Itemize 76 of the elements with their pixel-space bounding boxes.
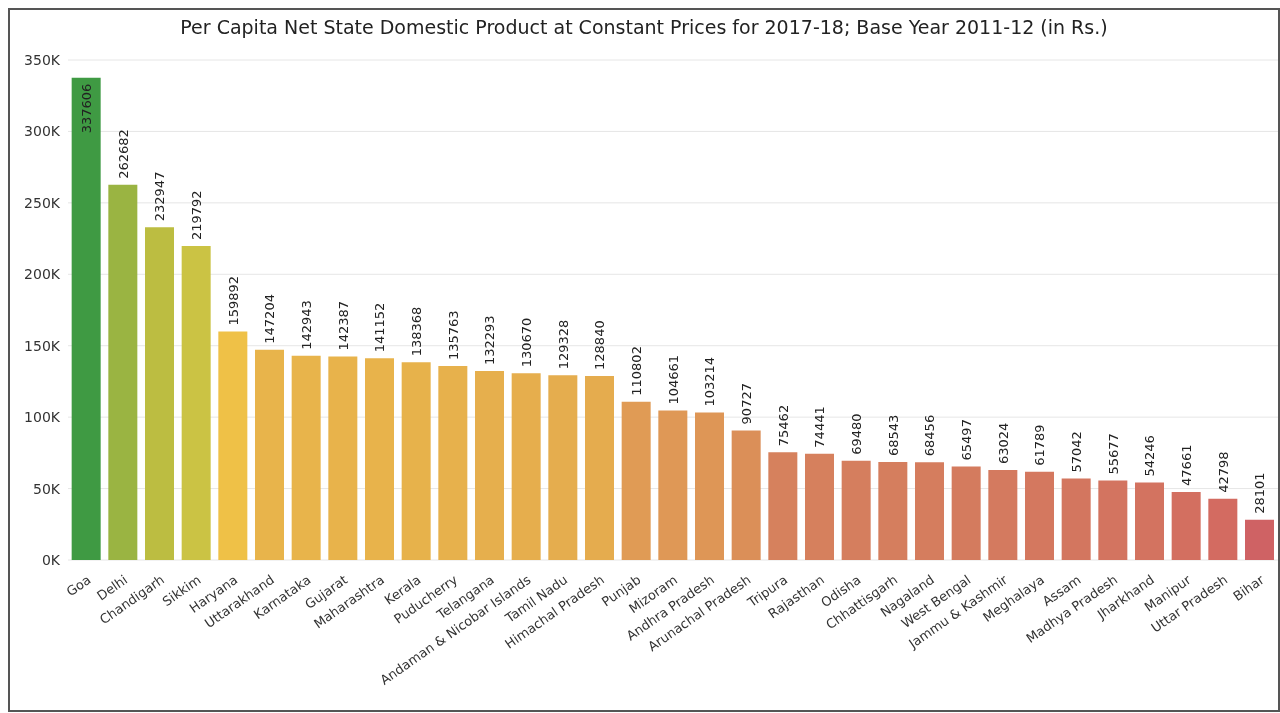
bar xyxy=(658,410,688,560)
data-label: 47661 xyxy=(1179,444,1195,486)
bar xyxy=(475,371,504,560)
bar xyxy=(695,412,724,560)
bar xyxy=(145,227,174,560)
bar xyxy=(108,184,138,560)
data-label: 61789 xyxy=(1032,424,1048,466)
data-label: 54246 xyxy=(1142,435,1158,477)
data-label: 28101 xyxy=(1252,472,1268,514)
data-label: 42798 xyxy=(1215,451,1231,493)
data-label: 132293 xyxy=(482,315,498,366)
bar xyxy=(915,462,944,560)
data-label: 68543 xyxy=(885,414,901,457)
bar xyxy=(621,401,651,560)
y-tick-label: 0K xyxy=(41,551,61,568)
bar xyxy=(1025,471,1054,560)
bar xyxy=(805,453,834,560)
data-label: 141152 xyxy=(372,302,388,353)
data-label: 68456 xyxy=(922,414,938,457)
data-label: 138368 xyxy=(409,306,425,357)
data-label: 147204 xyxy=(262,294,278,344)
bar xyxy=(548,375,578,560)
bar xyxy=(71,77,101,560)
data-label: 55677 xyxy=(1105,433,1121,475)
y-tick-label: 50K xyxy=(33,480,61,497)
data-label: 129328 xyxy=(555,319,571,370)
data-label: 63024 xyxy=(995,422,1011,464)
data-label: 57042 xyxy=(1069,431,1085,473)
bar xyxy=(401,362,431,560)
y-tick-label: 250K xyxy=(24,194,61,211)
bar xyxy=(1171,491,1201,560)
bar xyxy=(1061,478,1091,560)
y-tick-label: 200K xyxy=(24,266,61,283)
data-label: 142943 xyxy=(299,300,315,350)
bar xyxy=(951,466,981,560)
data-label: 142387 xyxy=(335,300,351,351)
data-label: 262682 xyxy=(115,129,131,179)
bar xyxy=(768,452,798,560)
y-tick-label: 100K xyxy=(24,409,61,426)
bar xyxy=(1208,498,1238,560)
bar xyxy=(988,469,1018,560)
data-label: 337606 xyxy=(79,83,95,134)
x-tick-label: Goa xyxy=(63,572,94,600)
data-label: 128840 xyxy=(592,320,608,370)
bar xyxy=(291,355,321,560)
data-label: 110802 xyxy=(629,346,645,396)
data-label: 104661 xyxy=(665,354,681,405)
data-label: 74441 xyxy=(812,406,828,448)
bar xyxy=(181,246,211,560)
bar xyxy=(585,375,614,560)
data-label: 219792 xyxy=(189,190,205,241)
bar xyxy=(365,358,394,560)
data-label: 65497 xyxy=(959,419,975,461)
data-label: 130670 xyxy=(519,317,535,368)
bar xyxy=(878,462,908,560)
data-label: 135763 xyxy=(445,310,461,361)
bar xyxy=(328,356,358,560)
bar xyxy=(1245,519,1274,560)
bar xyxy=(511,373,541,560)
chart-title: Per Capita Net State Domestic Product at Constant Prices for 2017-18; Base Year 2011-12 (in Rs.) xyxy=(179,16,1109,38)
y-tick-label: 300K xyxy=(24,123,61,140)
data-label: 90727 xyxy=(739,383,755,425)
bar xyxy=(1135,482,1164,560)
data-label: 159892 xyxy=(225,275,241,326)
bar xyxy=(841,460,871,560)
data-label: 69480 xyxy=(849,413,865,455)
bar xyxy=(1098,480,1128,560)
bar xyxy=(438,366,468,560)
bar xyxy=(218,331,248,560)
data-label: 103214 xyxy=(702,356,718,407)
bar xyxy=(731,430,761,560)
data-label: 232947 xyxy=(152,171,168,222)
y-tick-label: 350K xyxy=(24,51,61,68)
data-label: 75462 xyxy=(775,404,791,447)
y-tick-label: 150K xyxy=(24,337,61,354)
bar xyxy=(255,349,284,560)
